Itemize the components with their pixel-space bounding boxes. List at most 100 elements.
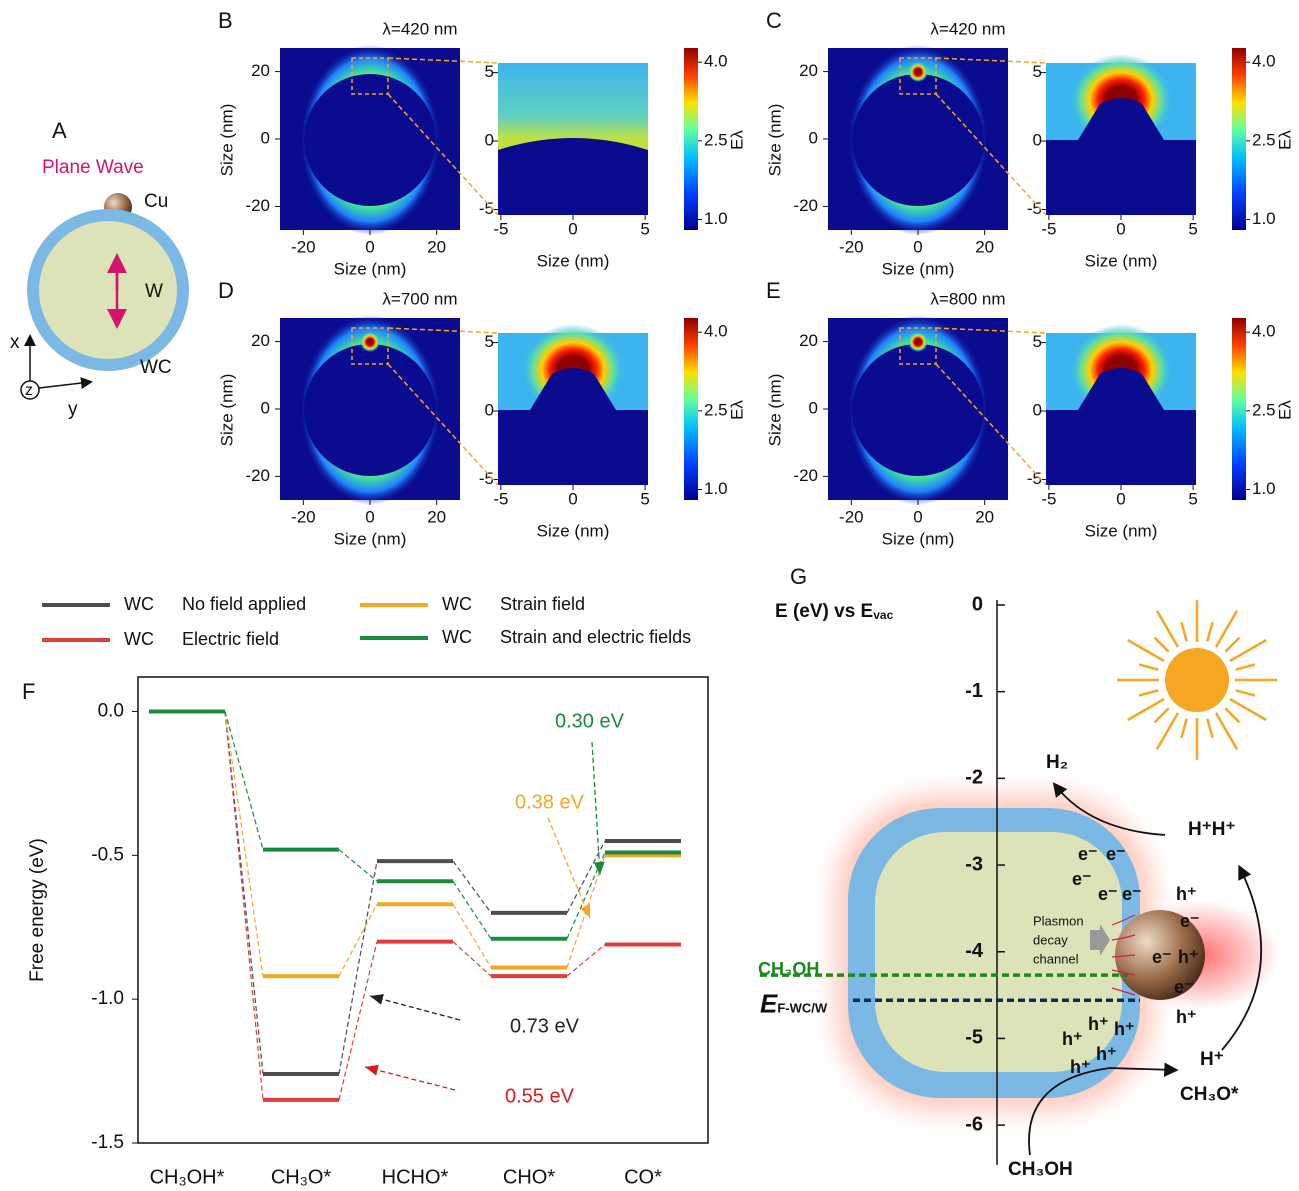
legend-label: Strain field: [500, 594, 585, 614]
x-tick-label: 0: [913, 237, 922, 256]
y-tick-label: 5: [485, 332, 494, 351]
ray: [1155, 610, 1180, 648]
y-tick-label: -5: [479, 469, 494, 488]
panel-letter: B: [218, 8, 233, 33]
x-tick-label: -5: [493, 219, 508, 238]
colorbar: [684, 318, 698, 500]
species-label: CH₃O*: [1180, 1084, 1239, 1105]
y-tick-label: -5: [1027, 469, 1042, 488]
hole: h⁺: [1176, 1007, 1197, 1027]
level-label: CH₃OH: [758, 959, 819, 979]
y-axis-label: Size (nm): [765, 104, 784, 177]
y-tick-label: 0: [485, 131, 494, 150]
x-tick-label: 20: [427, 237, 446, 256]
sun-rays: [1117, 600, 1277, 760]
y-tick-label: -2: [965, 767, 983, 789]
legend-prefix: WC: [442, 627, 472, 647]
x-tick-label: -20: [291, 507, 316, 526]
hole: h⁺: [1070, 1057, 1091, 1077]
panel-title: λ=700 nm: [382, 289, 457, 308]
ray: [1235, 663, 1256, 671]
x-axis-label: Size (nm): [537, 251, 610, 270]
x-tick-label: HCHO*: [382, 1166, 449, 1188]
connector: [452, 860, 492, 914]
annotation-arrow: [591, 741, 601, 876]
x-tick-label: CO*: [624, 1166, 662, 1188]
ray: [1214, 712, 1239, 750]
particle: [498, 368, 648, 485]
y-tick-label: 0.0: [98, 701, 124, 722]
ray: [1206, 718, 1214, 739]
zoom-box: [899, 327, 937, 365]
y-tick-label: 5: [1033, 62, 1042, 81]
ray: [1224, 636, 1241, 653]
particle: [852, 74, 984, 206]
w-core: [27, 209, 189, 371]
panel-letter: E: [766, 278, 781, 303]
annotation-arrow: [369, 995, 461, 1021]
colorbar-tick-label: 4.0: [1252, 322, 1276, 341]
legend-label: Electric field: [182, 629, 279, 649]
x-tick-label: 0: [1116, 219, 1125, 238]
ray: [1224, 707, 1241, 724]
legend-label: No field applied: [182, 594, 306, 614]
level-label-sub: F-WC/W: [777, 1001, 828, 1016]
colorbar: [1232, 48, 1246, 230]
ray: [1155, 712, 1180, 750]
species-label: CH₃OH: [1008, 1159, 1073, 1180]
panel-letter: G: [790, 564, 807, 589]
y-tick-label: 5: [485, 62, 494, 81]
ray: [1153, 636, 1170, 653]
x-tick-label: 5: [1188, 489, 1197, 508]
zoom-line: [387, 327, 499, 334]
panel-letter: F: [22, 679, 35, 704]
electron: e⁻: [1152, 947, 1172, 967]
connector: [566, 840, 606, 914]
zoom-box: [351, 57, 389, 95]
connector: [224, 711, 264, 1100]
ray: [1138, 689, 1159, 697]
legend-prefix: WC: [124, 594, 154, 614]
zoom-line: [387, 57, 499, 64]
electron: e⁻: [1072, 869, 1092, 889]
y-tick-label: -6: [965, 1113, 983, 1135]
zoom-line: [935, 57, 1047, 64]
y-tick-label: -5: [479, 199, 494, 218]
y-tick-label: -4: [965, 940, 984, 962]
y-tick-label: -3: [965, 853, 983, 875]
annotation: 0.73 eV: [510, 1015, 580, 1037]
electron: e⁻: [1078, 844, 1098, 864]
colorbar-label: Eλ: [727, 400, 746, 420]
annotation: 0.30 eV: [555, 710, 625, 732]
y-tick-label: -1.5: [91, 1132, 124, 1153]
zoom-line: [935, 93, 1047, 216]
connector: [566, 944, 606, 977]
hole: h⁺: [1178, 947, 1199, 967]
hole: h⁺: [1114, 1019, 1135, 1039]
y-tick-label: -5: [965, 1027, 983, 1049]
plot-frame: [137, 676, 709, 1144]
x-tick-label: -20: [839, 507, 864, 526]
panel-letter: D: [218, 278, 234, 303]
panel-title: λ=420 nm: [382, 19, 457, 38]
hole: h⁺: [1062, 1029, 1083, 1049]
colorbar-tick-label: 2.5: [704, 130, 728, 149]
y-tick-label: 0: [1033, 401, 1042, 420]
zoom-box: [351, 327, 389, 365]
x-tick-label: 5: [1188, 219, 1197, 238]
panel-title: λ=800 nm: [930, 289, 1005, 308]
y-axis: [38, 377, 93, 390]
electron: e⁻: [1180, 911, 1200, 931]
label: W: [145, 281, 163, 302]
x-tick-label: 0: [365, 237, 374, 256]
arrowhead: [593, 861, 605, 875]
connector: [224, 711, 264, 977]
colorbar-tick-label: 1.0: [704, 209, 728, 228]
connector: [452, 941, 492, 977]
species-label: H₂: [1046, 752, 1068, 773]
annotation: 0.38 eV: [515, 791, 585, 813]
level-label-main: E: [760, 988, 778, 1018]
plasmon-label: Plasmon: [1033, 913, 1084, 928]
y-tick-label: 20: [799, 331, 818, 350]
